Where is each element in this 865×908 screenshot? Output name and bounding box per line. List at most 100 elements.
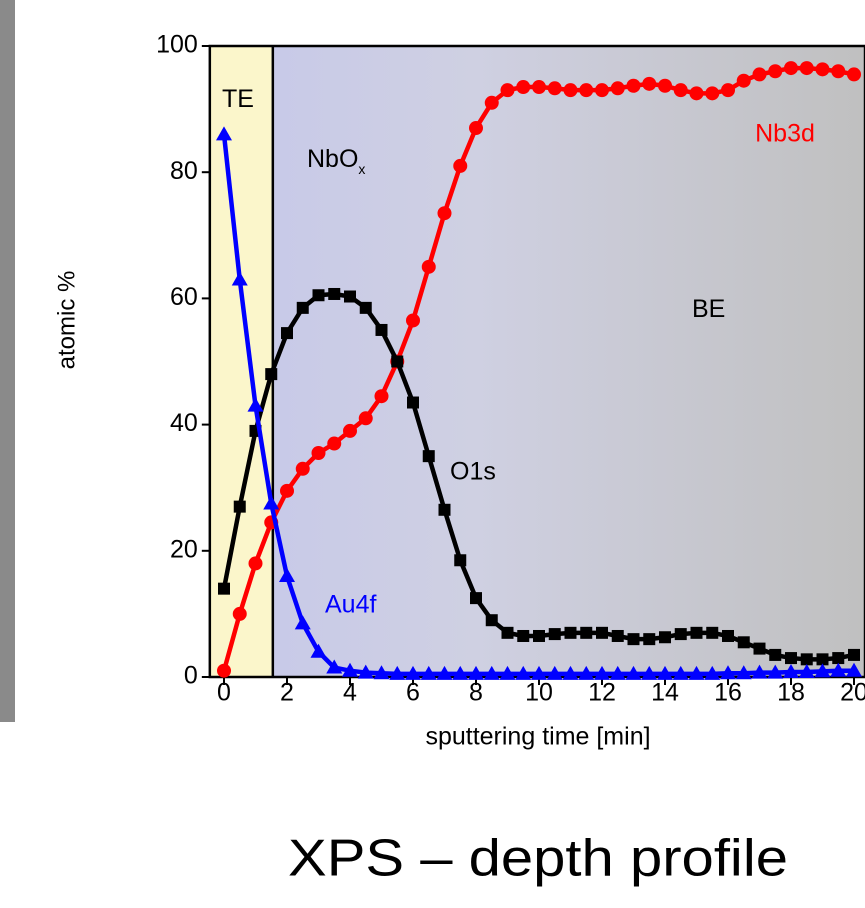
data-point — [767, 664, 784, 679]
x-tick-label: 18 — [777, 679, 805, 707]
region — [272, 46, 476, 677]
x-tick-label: 8 — [469, 679, 483, 707]
data-point — [484, 95, 499, 110]
data-point — [263, 495, 280, 510]
x-tick-label: 20 — [840, 679, 865, 707]
data-point — [232, 606, 247, 621]
data-point — [846, 662, 862, 677]
data-point — [248, 556, 263, 571]
data-point — [659, 631, 671, 644]
data-point — [499, 665, 516, 680]
data-point — [643, 633, 656, 646]
data-point — [627, 633, 640, 646]
data-point — [374, 389, 389, 404]
data-point — [407, 396, 419, 409]
x-tick-label: 10 — [525, 679, 553, 707]
data-point — [642, 76, 657, 91]
data-point — [310, 643, 327, 658]
data-point — [438, 503, 451, 516]
data-point — [294, 615, 311, 630]
data-point — [422, 450, 435, 463]
region-label-text: BE — [692, 295, 725, 323]
data-point — [784, 61, 798, 76]
y-tick-label: 100 — [156, 31, 198, 59]
x-tick-label: 14 — [651, 679, 679, 707]
data-point — [483, 665, 500, 680]
data-point — [280, 483, 294, 498]
region-label-text: TE — [222, 85, 254, 113]
data-point — [485, 614, 498, 627]
data-point — [296, 301, 309, 314]
data-point — [563, 83, 578, 98]
data-point — [580, 626, 593, 639]
x-tick-label: 12 — [588, 679, 616, 707]
y-tick-label: 40 — [170, 409, 198, 437]
data-point — [515, 665, 532, 680]
data-point — [279, 568, 295, 583]
data-point — [421, 259, 436, 274]
series-label: Au4f — [325, 591, 376, 619]
data-point — [752, 67, 767, 82]
x-axis-label: sputtering time [min] — [425, 723, 650, 751]
data-point — [344, 290, 356, 303]
data-point — [832, 652, 845, 665]
data-point — [625, 665, 642, 680]
data-point — [311, 445, 326, 460]
data-point — [689, 86, 704, 101]
data-point — [389, 665, 406, 680]
x-tick-label: 0 — [217, 679, 231, 707]
data-point — [611, 629, 624, 642]
data-point — [454, 554, 467, 567]
data-point — [704, 665, 721, 680]
y-tick-label: 0 — [184, 662, 198, 690]
data-point — [358, 411, 373, 426]
data-point — [800, 653, 813, 666]
data-point — [720, 665, 736, 680]
y-tick-label: 80 — [170, 157, 198, 185]
y-tick-label: 60 — [170, 283, 198, 311]
data-point — [468, 665, 484, 680]
data-point — [735, 665, 752, 680]
data-point — [768, 64, 783, 79]
data-point — [673, 83, 688, 98]
data-point — [814, 663, 831, 678]
data-point — [562, 665, 579, 680]
data-point — [500, 83, 515, 98]
data-point — [831, 64, 846, 79]
data-point — [531, 665, 547, 680]
data-point — [753, 642, 766, 655]
data-point — [218, 582, 230, 595]
data-point — [405, 665, 421, 680]
data-point — [672, 665, 689, 680]
data-point — [357, 664, 374, 679]
data-point — [247, 397, 264, 412]
data-point — [564, 626, 577, 639]
data-point — [722, 629, 734, 642]
data-point — [721, 83, 735, 98]
data-point — [595, 83, 609, 98]
data-point — [516, 80, 531, 95]
data-point — [375, 323, 388, 336]
series-label: Nb3d — [755, 120, 815, 148]
data-point — [312, 289, 325, 302]
data-point — [815, 62, 830, 77]
data-point — [328, 287, 341, 300]
y-tick-label: 20 — [170, 535, 198, 563]
x-tick-label: 16 — [714, 679, 742, 707]
region-label: BE — [692, 295, 725, 323]
data-point — [547, 81, 562, 96]
data-point — [751, 664, 768, 679]
data-point — [596, 626, 608, 639]
data-point — [706, 626, 719, 639]
data-point — [783, 663, 799, 678]
data-point — [847, 67, 861, 82]
data-point — [641, 665, 658, 680]
data-point — [373, 665, 390, 680]
data-point — [578, 665, 595, 680]
data-point — [769, 648, 782, 661]
data-point — [326, 659, 343, 674]
region-label-subscript: x — [358, 161, 365, 177]
background-strip — [0, 0, 15, 722]
data-point — [657, 665, 673, 680]
